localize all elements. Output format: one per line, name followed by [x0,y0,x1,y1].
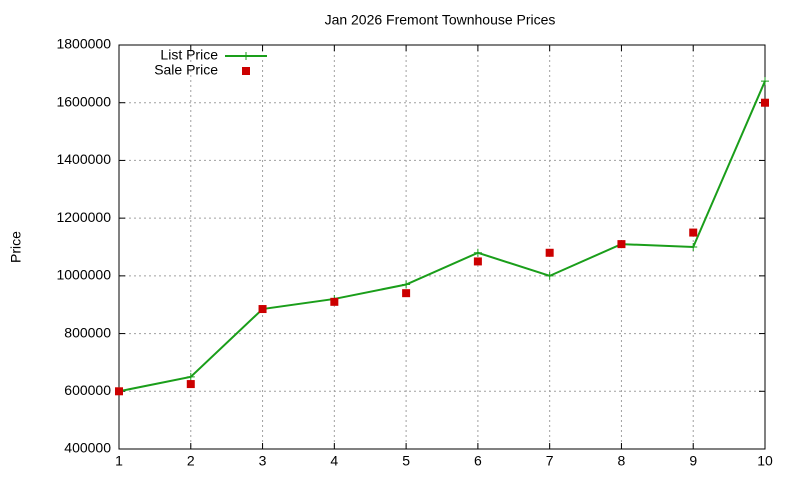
x-tick-label: 4 [330,453,338,469]
legend-label: List Price [160,47,218,63]
line-point [186,372,195,381]
x-tick-label: 5 [402,453,410,469]
legend-swatch [242,52,250,60]
sale-point [761,98,769,107]
y-tick-label: 800000 [64,324,111,340]
x-tick-label: 3 [259,453,267,469]
sale-point [115,387,123,396]
x-tick-label: 9 [689,453,697,469]
y-tick-label: 1000000 [56,267,111,283]
sale-point [330,297,339,306]
y-axis-label: Price [8,231,24,263]
sale-point [545,248,554,257]
x-tick-label: 6 [474,453,482,469]
sale-point [258,305,267,314]
line-point [473,248,482,257]
line-point [761,77,769,86]
sale-point [617,240,626,249]
legend-label: Sale Price [154,62,218,78]
chart-title: Jan 2026 Fremont Townhouse Prices [325,12,556,28]
y-tick-label: 400000 [64,440,111,456]
plot-frame [118,44,766,450]
sale-point [186,380,195,389]
x-tick-label: 8 [618,453,626,469]
y-tick-label: 1600000 [56,93,111,109]
legend-swatch [242,67,250,75]
x-tick-label: 7 [546,453,554,469]
line-series [118,80,766,393]
y-tick-label: 1400000 [56,151,111,167]
line-point [545,271,554,280]
sale-point [402,289,411,298]
x-tick-label: 1 [115,453,123,469]
sale-point [473,257,482,266]
x-tick-label: 10 [757,453,773,469]
y-tick-label: 1200000 [56,209,111,225]
y-tick-label: 1800000 [56,36,111,52]
y-tick-label: 600000 [64,382,111,398]
x-tick-label: 2 [187,453,195,469]
line-point [689,243,698,251]
sale-point [689,228,698,237]
line-point [402,280,411,289]
